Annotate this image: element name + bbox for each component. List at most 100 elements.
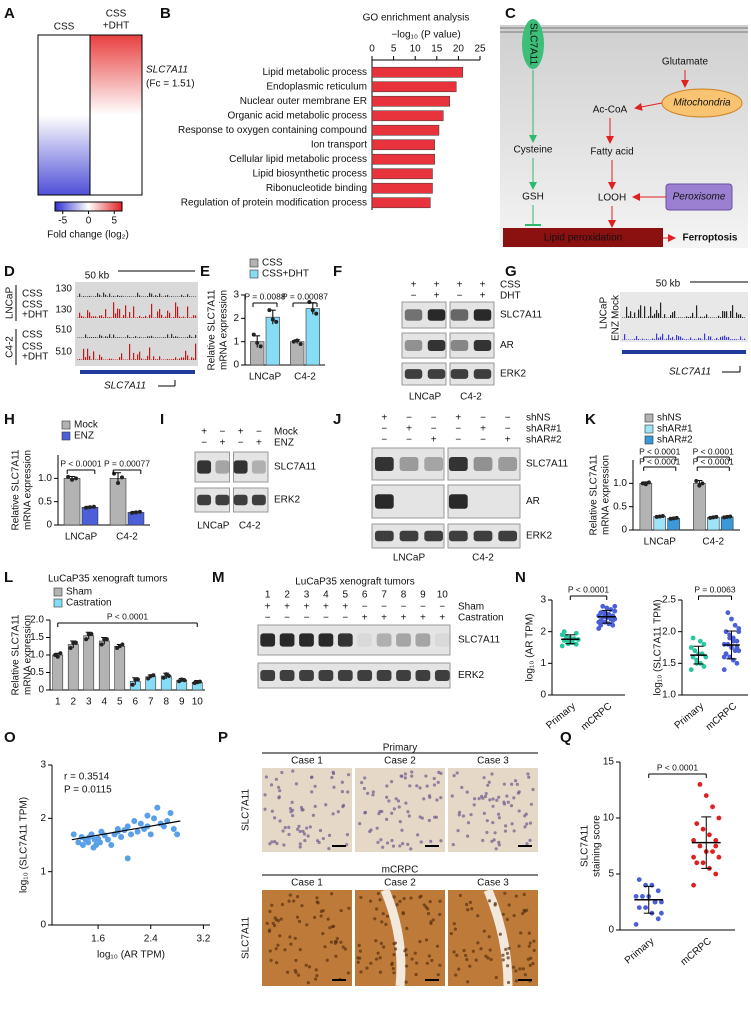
track-signal xyxy=(179,316,181,318)
ihc-nucleus xyxy=(379,838,383,842)
track-signal xyxy=(141,337,143,338)
y-tick-label: 1.5 xyxy=(30,632,44,643)
data-point xyxy=(73,640,78,645)
legend-label: Sham xyxy=(66,587,92,598)
ihc-nucleus xyxy=(331,812,335,816)
ihc-nucleus xyxy=(356,956,360,960)
track-signal xyxy=(175,357,177,360)
lane-label: 1 xyxy=(265,590,271,601)
ihc-nucleus xyxy=(453,927,458,931)
bar xyxy=(371,168,433,180)
track-signal xyxy=(177,296,179,297)
track-signal xyxy=(105,359,107,360)
data-point xyxy=(636,905,642,910)
ihc-nucleus xyxy=(345,833,350,837)
cell-line-label: LNCaP xyxy=(409,392,442,403)
track-signal xyxy=(642,317,644,318)
track-signal xyxy=(155,359,157,360)
ihc-nucleus xyxy=(363,811,367,815)
track-signal xyxy=(682,317,684,318)
blot-band xyxy=(396,670,411,681)
ihc-nucleus xyxy=(373,917,377,921)
ihc-nucleus xyxy=(501,953,505,957)
data-point xyxy=(295,338,300,343)
data-point xyxy=(697,483,702,488)
data-point xyxy=(710,849,715,854)
ihc-nucleus xyxy=(472,803,476,807)
ihc-nucleus xyxy=(491,797,495,801)
y-tick-label: 1.5 xyxy=(662,658,676,669)
y-tick-label: 0 xyxy=(540,690,546,701)
track-signal xyxy=(97,317,99,318)
track-signal xyxy=(85,317,87,318)
data-point xyxy=(151,673,156,678)
data-point xyxy=(120,642,125,647)
track-signal xyxy=(668,317,670,318)
track-signal xyxy=(722,336,724,340)
track-signal xyxy=(121,353,123,360)
track-signal xyxy=(177,359,179,360)
y-tick-label: 1 xyxy=(40,866,46,877)
track-signal xyxy=(127,296,129,297)
legend-swatch xyxy=(644,435,654,445)
track-label: +DHT xyxy=(22,310,48,321)
y-tick-label: 2 xyxy=(233,313,239,324)
data-point xyxy=(606,621,612,627)
condition-label: CSS xyxy=(500,280,521,291)
ihc-nucleus xyxy=(513,779,518,783)
legend-swatch xyxy=(644,424,654,434)
legend-swatch xyxy=(53,587,63,597)
track-signal xyxy=(165,316,167,318)
ihc-nucleus xyxy=(406,842,410,846)
ihc-nucleus xyxy=(428,795,432,799)
ihc-nucleus xyxy=(414,972,418,977)
data-point xyxy=(161,675,166,680)
track-signal xyxy=(149,292,151,297)
protein-label: SLC7A11 xyxy=(500,310,543,321)
track-signal xyxy=(87,348,89,360)
data-point xyxy=(713,843,719,849)
track-signal xyxy=(137,337,139,338)
blot-band xyxy=(434,633,450,647)
ihc-nucleus xyxy=(404,964,409,968)
track-signal xyxy=(626,339,628,340)
ihc-nucleus xyxy=(458,893,462,898)
ihc-nucleus xyxy=(381,845,385,849)
track-signal xyxy=(153,317,155,318)
data-point xyxy=(721,667,727,673)
track-signal xyxy=(688,316,690,318)
track-signal xyxy=(171,359,173,360)
blot-band xyxy=(374,456,394,472)
condition-sign: − xyxy=(201,438,207,449)
lane-label: 5 xyxy=(343,590,349,601)
data-point xyxy=(640,894,645,899)
data-point xyxy=(716,854,722,860)
track-signal xyxy=(640,339,642,340)
data-point xyxy=(124,823,131,830)
data-point xyxy=(730,638,736,644)
data-point xyxy=(99,642,104,647)
track-signal xyxy=(704,333,706,340)
track-signal xyxy=(171,333,173,338)
x-tick-label: 2.4 xyxy=(144,934,158,945)
x-tick-label: Primary xyxy=(673,701,706,732)
legend-swatch xyxy=(61,420,71,430)
ihc-nucleus xyxy=(397,805,401,809)
data-point xyxy=(68,646,73,650)
track-signal xyxy=(151,303,153,318)
ihc-nucleus xyxy=(289,942,293,946)
y-tick-label: 1.0 xyxy=(30,650,44,661)
track-signal xyxy=(732,305,734,318)
track-signal xyxy=(161,314,163,318)
fit-line xyxy=(71,820,181,841)
condition-sign: + xyxy=(455,413,461,424)
ihc-nucleus xyxy=(385,795,389,799)
ihc-nucleus xyxy=(278,934,282,938)
ihc-nucleus xyxy=(380,809,384,814)
track-signal xyxy=(648,339,650,340)
ihc-nucleus xyxy=(438,899,442,903)
track-signal xyxy=(187,355,189,360)
bar xyxy=(265,316,280,366)
ihc-nucleus xyxy=(379,941,383,945)
track-label: +DHT xyxy=(22,352,48,363)
